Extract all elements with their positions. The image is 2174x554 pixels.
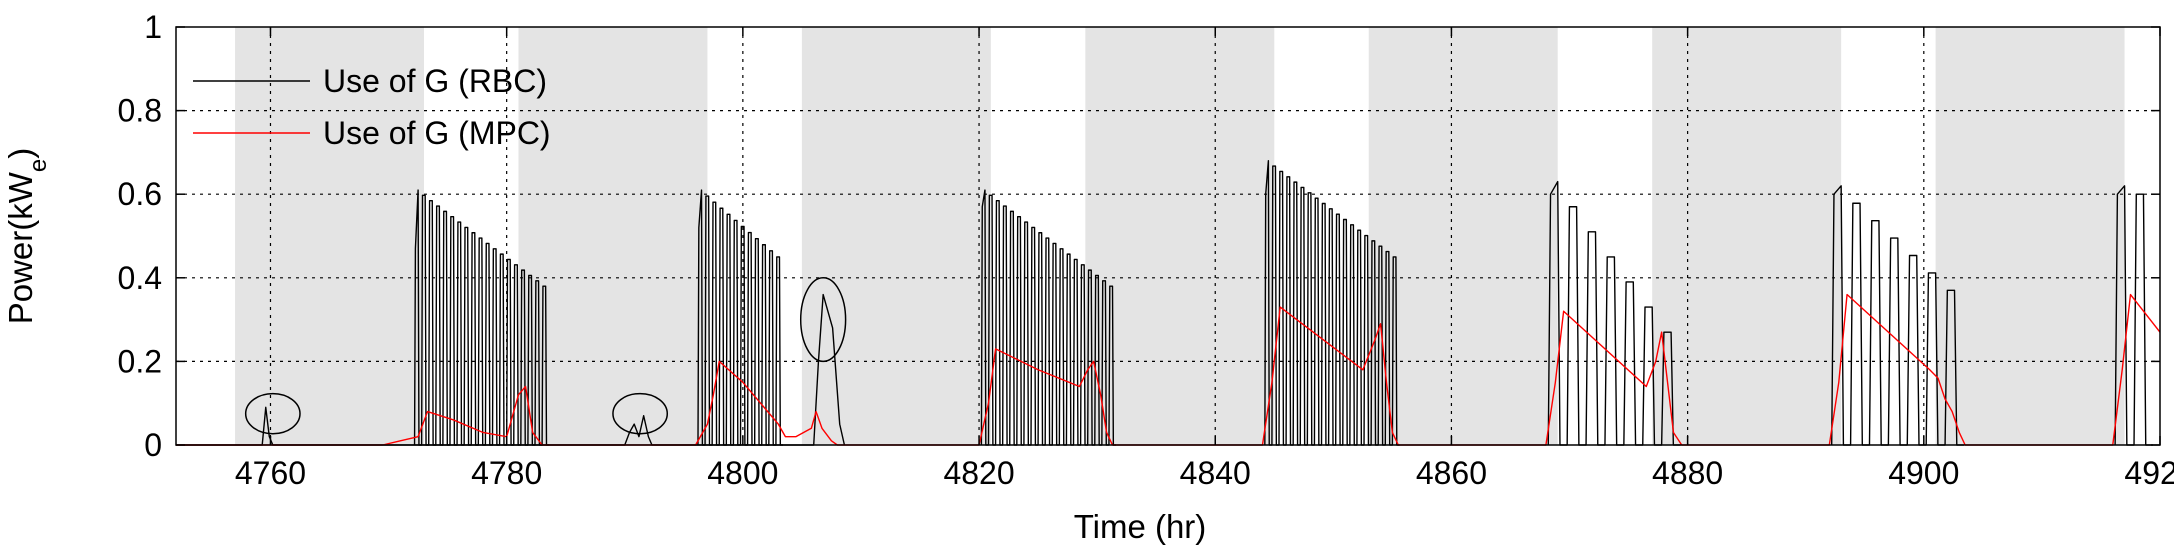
y-tick-label-2: 0.4 [118,260,162,296]
highlight-ellipse-0 [244,392,301,435]
highlight-ellipse-1 [612,392,669,435]
shaded-periods [235,27,2125,445]
shaded-period-3 [1085,27,1275,445]
annotations [244,277,847,435]
y-axis-label-subscript: e [25,159,52,172]
y-tick-label-5: 1 [144,9,162,45]
shaded-period-1 [518,27,708,445]
series-1 [176,293,2161,446]
x-tick-label-6: 4880 [1652,455,1723,491]
legend-label-mpc: Use of G (MPC) [323,115,551,151]
series-1-line [176,293,2161,446]
series-0-line [176,293,846,446]
x-tick-label-5: 4860 [1416,455,1487,491]
x-tick-label-0: 4760 [235,455,306,491]
y-axis-label: Power(kWe) [2,148,52,325]
x-axis-label: Time (hr) [1074,508,1207,545]
legend-label-rbc: Use of G (RBC) [323,63,547,99]
shaded-period-2 [801,27,991,445]
plot-frame [175,26,2161,446]
y-axis-label-base: Power(kW [2,171,39,324]
shaded-period-0 [235,27,424,445]
x-tick-label-2: 4800 [707,455,778,491]
y-tick-label-1: 0.2 [118,343,162,379]
legend: Use of G (RBC) Use of G (MPC) [193,63,551,151]
y-axis-label-close: ) [2,148,39,159]
shaded-period-4 [1368,27,1558,445]
grid [176,27,2160,445]
y-tick-label-4: 0.8 [118,93,162,129]
y-tick-label-0: 0 [144,427,162,463]
x-tick-label-1: 4780 [471,455,542,491]
shaded-period-6 [1935,27,2125,445]
y-tick-label-3: 0.6 [118,176,162,212]
x-tick-label-4: 4840 [1180,455,1251,491]
highlight-ellipse-2 [799,277,847,363]
shaded-period-5 [1652,27,1842,445]
x-tick-label-3: 4820 [943,455,1014,491]
x-tick-label-7: 4900 [1888,455,1959,491]
